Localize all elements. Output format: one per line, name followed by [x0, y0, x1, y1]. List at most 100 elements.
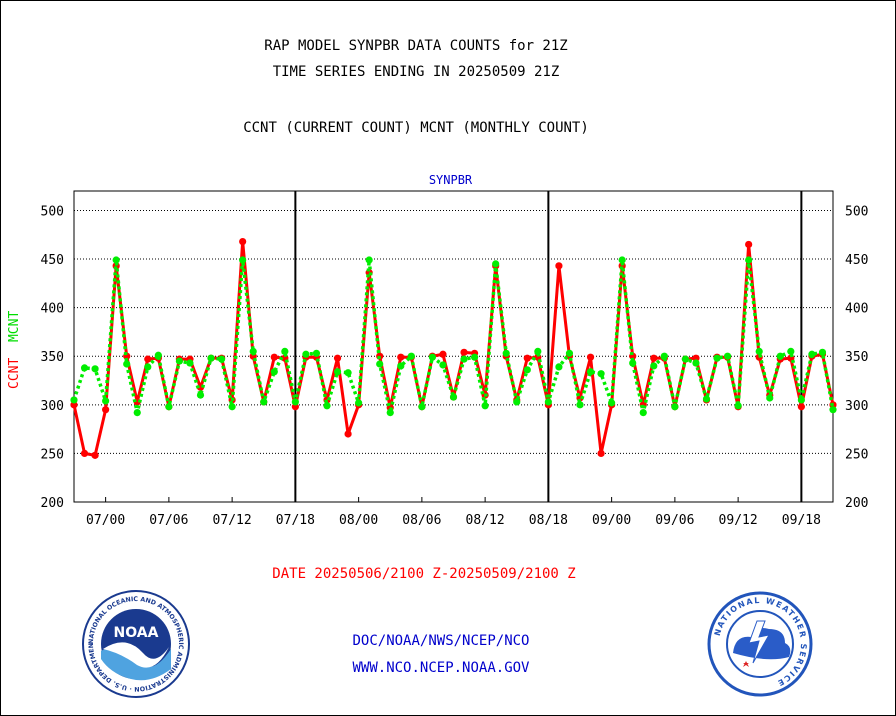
mcnt-label: MCNT: [7, 310, 22, 343]
y-tick-label-left: 400: [41, 302, 64, 317]
mcnt-point: [439, 361, 447, 369]
ccnt-point: [555, 262, 563, 270]
mcnt-point: [144, 363, 152, 371]
mcnt-point: [660, 352, 668, 360]
mcnt-point: [608, 399, 616, 407]
x-tick-label: 08/06: [402, 513, 441, 528]
ccnt-point: [344, 430, 352, 438]
mcnt-point: [365, 256, 373, 264]
mcnt-point: [407, 352, 415, 360]
mcnt-point: [312, 349, 321, 357]
ccnt-series-line: [72, 240, 835, 457]
mcnt-point: [397, 362, 405, 370]
mcnt-point: [386, 408, 394, 417]
mcnt-point: [745, 256, 753, 264]
mcnt-point: [671, 403, 679, 411]
y-tick-label-left: 200: [41, 496, 64, 511]
ccnt-point: [460, 348, 468, 356]
mcnt-point: [555, 363, 563, 371]
mcnt-point: [534, 347, 542, 355]
mcnt-point: [249, 347, 257, 355]
mcnt-point: [713, 354, 721, 362]
mcnt-point: [154, 351, 162, 359]
ccnt-point: [523, 354, 531, 362]
mcnt-point: [260, 398, 268, 406]
chart-title: RAP MODEL SYNPBR DATA COUNTS for 21Z: [264, 38, 568, 54]
mcnt-point: [344, 369, 352, 377]
mcnt-point: [80, 364, 89, 372]
mcnt-point: [428, 353, 437, 361]
y-tick-label-left: 250: [41, 447, 64, 462]
x-tick-label: 09/18: [782, 513, 821, 528]
y-tick-label-left: 450: [41, 253, 64, 268]
mcnt-point: [681, 355, 690, 363]
mcnt-point: [175, 357, 184, 365]
ccnt-point: [333, 354, 342, 362]
mcnt-point: [734, 402, 742, 410]
mcnt-point: [302, 350, 310, 358]
y-tick-label-right: 350: [845, 350, 868, 365]
mcnt-point: [123, 360, 131, 368]
mcnt-point: [513, 398, 521, 406]
mcnt-point: [650, 362, 658, 370]
mcnt-point: [291, 398, 299, 406]
ccnt-point: [745, 240, 753, 249]
plot-area: 200 200 250 250 300 300 350 350 400 400 450 450 500 5…: [41, 173, 869, 528]
noaa-logo-icon: NATIONAL OCEANIC AND ATMOSPHERIC ADMINIS…: [81, 589, 190, 698]
date-range-label: DATE 20250506/2100 Z-20250509/2100 Z: [272, 566, 576, 582]
mcnt-point: [586, 368, 595, 376]
mcnt-point: [418, 403, 426, 411]
y-tick-label-right: 300: [845, 399, 868, 414]
mcnt-point: [449, 393, 458, 401]
mcnt-point: [333, 368, 342, 376]
mcnt-point: [217, 355, 226, 363]
ccnt-point: [597, 449, 605, 458]
mcnt-point: [565, 349, 574, 357]
mcnt-point: [239, 256, 247, 264]
mcnt-point: [133, 408, 141, 417]
x-tick-label: 07/12: [213, 513, 252, 528]
noaa-text: NOAA: [114, 625, 159, 641]
mcnt-point: [723, 352, 732, 360]
x-tick-label: 08/12: [466, 513, 505, 528]
mcnt-point: [70, 396, 78, 404]
mcnt-point: [91, 365, 99, 373]
ccnt-point: [439, 350, 447, 358]
mcnt-point: [102, 397, 110, 405]
ccnt-point: [650, 354, 658, 362]
mcnt-point: [639, 408, 647, 417]
mcnt-point: [544, 398, 552, 406]
ccnt-point: [102, 406, 110, 414]
mcnt-point: [797, 396, 805, 404]
mcnt-point: [460, 355, 468, 363]
chart-subtitle: TIME SERIES ENDING IN 20250509 21Z: [272, 64, 560, 80]
ccnt-point: [797, 403, 805, 411]
mcnt-point: [618, 256, 626, 264]
x-tick-label: 07/06: [149, 513, 188, 528]
mcnt-point: [829, 406, 837, 414]
mcnt-point: [112, 256, 120, 264]
y-tick-label-right: 250: [845, 447, 868, 462]
x-tick-label: 08/00: [339, 513, 378, 528]
mcnt-point: [787, 347, 795, 355]
mcnt-point: [523, 366, 531, 374]
mcnt-point: [281, 347, 289, 355]
y-tick-label-left: 500: [41, 204, 64, 219]
x-tick-label: 08/18: [529, 513, 568, 528]
ccnt-point: [270, 353, 278, 361]
mcnt-point: [270, 368, 278, 376]
mcnt-point: [755, 347, 763, 355]
mcnt-point: [186, 359, 194, 367]
x-tick-label: 09/12: [719, 513, 758, 528]
mcnt-point: [470, 353, 479, 361]
y-tick-label-left: 350: [41, 350, 64, 365]
mcnt-point: [808, 350, 816, 358]
ccnt-point: [239, 237, 247, 246]
mcnt-series-line: [72, 258, 835, 415]
mcnt-point: [196, 391, 205, 399]
mcnt-point: [702, 395, 711, 403]
ccnt-point: [144, 355, 152, 363]
x-tick-label: 09/00: [592, 513, 631, 528]
ccnt-point: [586, 353, 595, 361]
